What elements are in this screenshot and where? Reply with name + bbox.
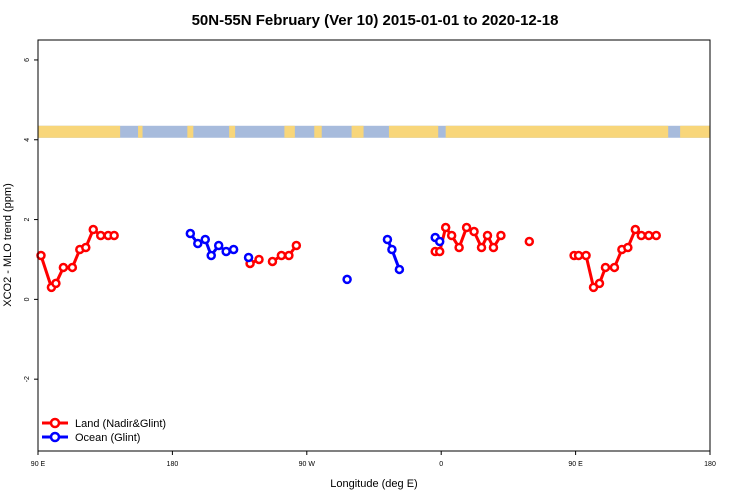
series-0-point-0-8	[95, 230, 106, 241]
series-0-point-5-10	[636, 230, 647, 241]
series-0-point-5-1	[573, 250, 584, 261]
landmask-band	[38, 125, 710, 138]
series-0-point-5-6	[609, 262, 620, 273]
series-1-point-0-6	[228, 244, 239, 255]
series-0-point-2-1	[276, 250, 287, 261]
legend-marker-0	[49, 417, 61, 429]
series-0-point-2-2	[284, 250, 294, 261]
x-axis: 90 E 180 90 W 0 90 E 180	[31, 451, 716, 468]
series-0-point-0-3	[58, 262, 69, 273]
series-1-point-0-4	[213, 240, 224, 251]
land-band-segment-0	[38, 125, 121, 138]
series-0-point-3-7	[476, 242, 487, 253]
legend-label-0: Land (Nadir&Glint)	[75, 418, 166, 430]
plot-frame	[37, 39, 711, 452]
legend-marker-1	[49, 431, 61, 443]
series-0-point-5-12	[651, 230, 661, 241]
land-band-segment-6	[351, 125, 364, 138]
series-0	[36, 222, 661, 293]
x-tick-label-2: 90 W	[299, 461, 316, 468]
series-0-point-1-1	[254, 254, 264, 265]
series-1-point-2-0	[342, 274, 352, 285]
series-1-point-0-2	[200, 234, 211, 245]
series-0-point-0-4	[67, 262, 78, 273]
land-band-segment-1	[138, 125, 143, 138]
x-axis-title: Longitude (deg E)	[330, 478, 417, 490]
series-0-point-2-3	[291, 240, 302, 251]
land-band-segment-9	[680, 125, 710, 138]
series-1-point-0-1	[193, 238, 203, 249]
x-tick-label-4: 90 E	[568, 461, 583, 468]
series-1-point-4-1	[434, 236, 445, 247]
series-1-point-0-0	[185, 228, 196, 239]
series-0-point-4-0	[524, 236, 535, 247]
series-0-point-3-10	[496, 230, 506, 241]
y-axis-title: XCO2 - MLO trend (ppm)	[2, 183, 14, 306]
series-0-point-0-0	[36, 250, 46, 261]
series-1-line-3	[386, 238, 401, 270]
series-0-point-3-2	[440, 222, 451, 233]
series-0-point-5-4	[594, 278, 605, 289]
series-0-point-2-0	[267, 256, 278, 267]
series-0-point-0-2	[51, 278, 61, 289]
series-0-point-0-7	[88, 224, 99, 235]
series-0-point-5-9	[630, 224, 641, 235]
series-0-point-3-3	[446, 230, 457, 241]
x-tick-label-1: 180	[167, 461, 179, 468]
land-band-segment-5	[314, 125, 322, 138]
series-1-point-3-2	[394, 264, 405, 275]
series-0-point-5-8	[623, 242, 633, 253]
series-1-point-1-0	[243, 252, 254, 263]
series-1-point-0-3	[206, 250, 216, 261]
series-0-point-0-6	[81, 242, 91, 253]
series-1	[185, 228, 445, 285]
land-band-segment-8	[445, 125, 669, 138]
land-band-segment-4	[284, 125, 295, 138]
land-band-segment-2	[187, 125, 194, 138]
series-0-point-3-5	[461, 222, 472, 233]
land-band-segment-3	[229, 125, 236, 138]
series-1-point-0-5	[221, 246, 231, 257]
series-0-point-5-2	[581, 250, 591, 261]
land-band-segment-7	[388, 125, 439, 138]
y-tick-label-3: 4	[24, 138, 31, 142]
series-0-point-3-9	[488, 242, 499, 253]
x-tick-label-0: 90 E	[31, 461, 46, 468]
series-0-point-3-4	[454, 242, 464, 253]
series-0-point-3-6	[469, 226, 479, 237]
series-0-point-3-1	[434, 246, 445, 257]
series-0-point-3-8	[482, 230, 493, 241]
legend: Land (Nadir&Glint) Ocean (Glint)	[42, 417, 166, 444]
y-tick-label-1: 0	[24, 297, 31, 301]
y-axis: -2 0 2 4 6	[24, 58, 38, 382]
y-tick-label-2: 2	[24, 218, 31, 222]
series-0-point-5-5	[600, 262, 611, 273]
x-tick-label-3: 0	[439, 461, 443, 468]
x-tick-label-5: 180	[704, 461, 716, 468]
series-1-point-3-1	[387, 244, 397, 255]
ocean-band	[38, 125, 710, 138]
series-layer	[36, 222, 661, 293]
series-0-point-0-10	[109, 230, 119, 241]
series-1-point-3-0	[382, 234, 393, 245]
chart-title: 50N-55N February (Ver 10) 2015-01-01 to …	[192, 12, 559, 29]
y-tick-label-0: -2	[24, 376, 31, 382]
series-0-point-5-11	[644, 230, 654, 241]
legend-label-1: Ocean (Glint)	[75, 432, 140, 444]
y-tick-label-4: 6	[24, 58, 31, 62]
